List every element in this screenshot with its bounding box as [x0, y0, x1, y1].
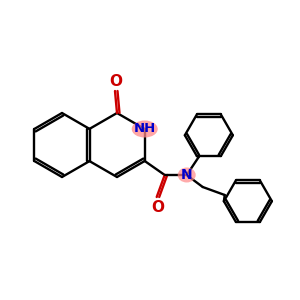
Text: N: N	[181, 168, 193, 182]
Ellipse shape	[132, 121, 158, 137]
Ellipse shape	[178, 167, 196, 182]
Text: O: O	[151, 200, 164, 214]
Text: O: O	[110, 74, 122, 88]
Text: NH: NH	[134, 122, 156, 136]
